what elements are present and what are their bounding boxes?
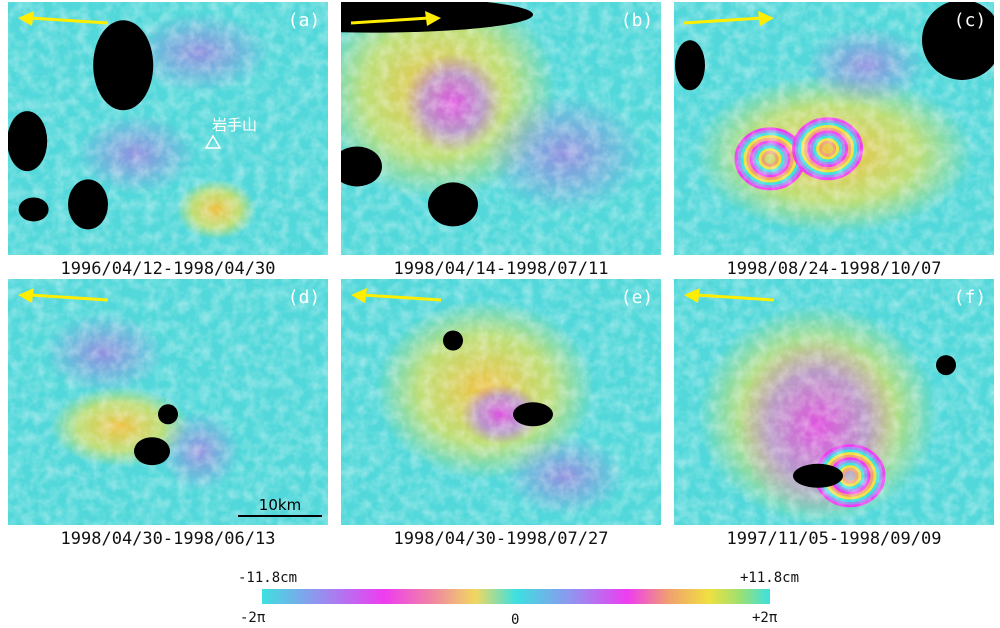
no-data [443, 331, 463, 351]
interferogram-panel: (c) 1998/08/24-1998/10/07 [674, 0, 1000, 279]
no-data [936, 355, 956, 375]
texture [341, 2, 661, 255]
texture [8, 279, 328, 525]
colorbar-label: +2π [752, 610, 778, 626]
texture [8, 2, 328, 255]
panel-label: (d) [288, 287, 321, 308]
date-range: 1998/08/24-1998/10/07 [727, 259, 942, 279]
texture [674, 279, 994, 525]
colorbar-label: 0 [511, 612, 519, 628]
colorbar [262, 589, 770, 604]
panel-image [7, 2, 328, 255]
no-data [675, 40, 705, 90]
no-data [68, 179, 108, 229]
date-range: 1998/04/30-1998/07/27 [394, 529, 609, 549]
interferogram-panel: (a) 1996/04/12-1998/04/30 [7, 2, 328, 279]
no-data [93, 20, 153, 110]
colorbar-label: -11.8cm [238, 570, 297, 586]
panel-image [674, 0, 1000, 255]
date-range: 1997/11/05-1998/09/09 [727, 529, 942, 549]
no-data [19, 197, 49, 221]
scale-bar-label: 10km [259, 496, 301, 514]
panel-image [8, 279, 328, 525]
date-range: 1998/04/30-1998/06/13 [61, 529, 276, 549]
colorbar-label: +11.8cm [740, 570, 799, 586]
summit-label: 岩手山 [212, 116, 257, 134]
date-range: 1998/04/14-1998/07/11 [394, 259, 609, 279]
no-data [428, 182, 478, 226]
panel-label: (e) [621, 287, 654, 308]
panel-image [674, 279, 994, 525]
panel-label: (f) [954, 287, 987, 308]
colorbar-label: -2π [240, 610, 266, 626]
panel-label: (b) [621, 10, 654, 31]
no-data [7, 111, 47, 171]
no-data [793, 464, 843, 488]
panel-label: (a) [288, 10, 321, 31]
no-data [134, 437, 170, 465]
texture [341, 279, 661, 525]
no-data [513, 402, 553, 426]
figure: -11.8cm +11.8cm -2π 0 +2π (a) 1996/04/12-… [0, 0, 1000, 628]
interferogram-panel: (f) 1997/11/05-1998/09/09 [674, 279, 994, 549]
panel-image [341, 279, 661, 525]
no-data [158, 404, 178, 424]
date-range: 1996/04/12-1998/04/30 [61, 259, 276, 279]
no-data [332, 146, 382, 186]
panel-label: (c) [954, 10, 987, 31]
interferogram-panel: (e) 1998/04/30-1998/07/27 [341, 279, 661, 549]
